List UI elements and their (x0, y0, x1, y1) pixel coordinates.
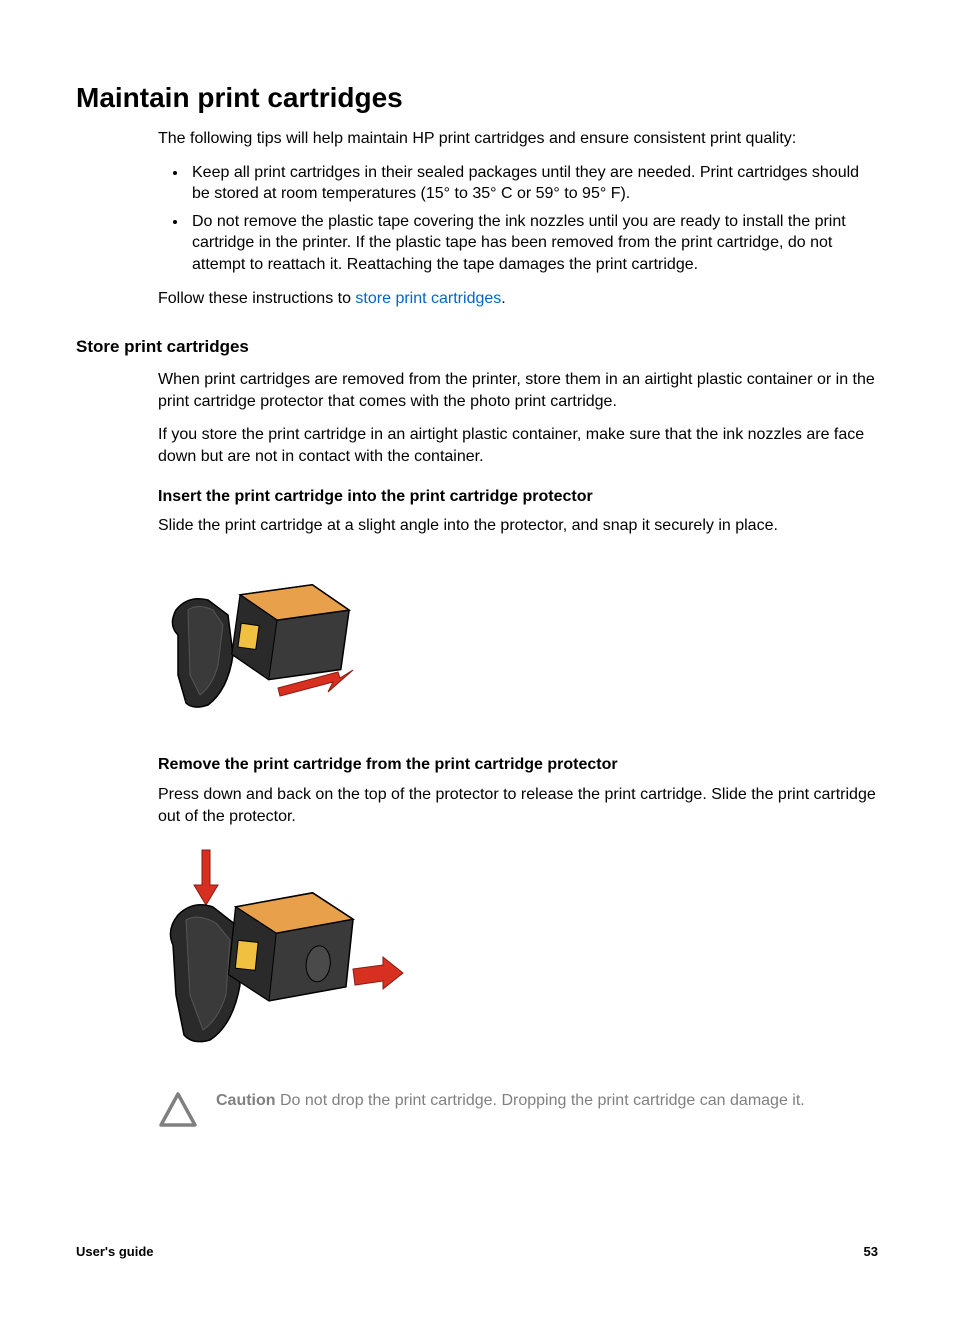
list-item: Do not remove the plastic tape covering … (188, 211, 878, 276)
follow-suffix: . (501, 290, 505, 307)
caution-text: Caution Do not drop the print cartridge.… (216, 1090, 805, 1112)
page-footer: User's guide 53 (76, 1244, 878, 1259)
footer-left: User's guide (76, 1244, 154, 1259)
section-heading-store: Store print cartridges (76, 337, 878, 357)
page-heading: Maintain print cartridges (76, 82, 878, 114)
remove-heading: Remove the print cartridge from the prin… (158, 754, 878, 776)
intro-block: The following tips will help maintain HP… (158, 128, 878, 309)
follow-prefix: Follow these instructions to (158, 290, 355, 307)
intro-paragraph: The following tips will help maintain HP… (158, 128, 878, 150)
insert-illustration (158, 555, 878, 727)
store-cartridges-link[interactable]: store print cartridges (355, 290, 501, 307)
remove-illustration (158, 845, 878, 1062)
caution-body: Do not drop the print cartridge. Droppin… (276, 1092, 805, 1109)
insert-heading: Insert the print cartridge into the prin… (158, 486, 878, 508)
footer-page-number: 53 (864, 1244, 878, 1259)
remove-para: Press down and back on the top of the pr… (158, 784, 878, 827)
follow-paragraph: Follow these instructions to store print… (158, 288, 878, 310)
caution-label: Caution (216, 1092, 276, 1109)
tips-list: Keep all print cartridges in their seale… (188, 162, 878, 276)
store-block: When print cartridges are removed from t… (158, 369, 878, 1136)
list-item: Keep all print cartridges in their seale… (188, 162, 878, 205)
store-para2: If you store the print cartridge in an a… (158, 424, 878, 467)
store-para1: When print cartridges are removed from t… (158, 369, 878, 412)
insert-para: Slide the print cartridge at a slight an… (158, 515, 878, 537)
caution-block: Caution Do not drop the print cartridge.… (158, 1090, 878, 1137)
caution-icon (158, 1090, 198, 1137)
